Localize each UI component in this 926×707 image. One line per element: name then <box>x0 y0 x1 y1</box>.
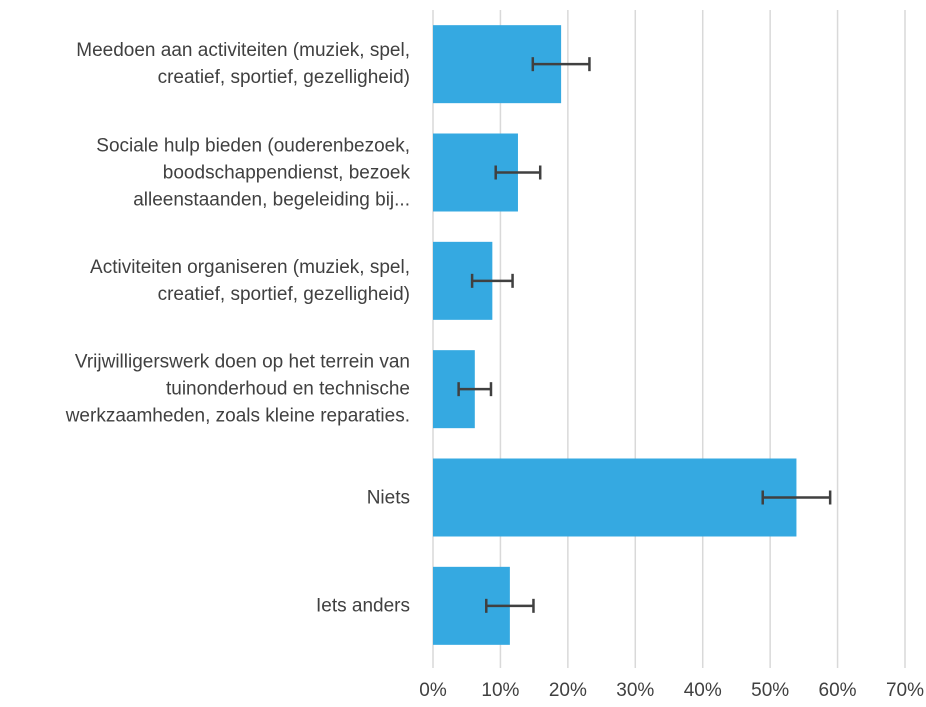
x-tick-label: 20% <box>549 680 587 701</box>
x-tick-label: 60% <box>819 680 857 701</box>
y-tick-label: Sociale hulp bieden (ouderenbezoek, bood… <box>96 135 410 210</box>
y-tick-label: Meedoen aan activiteiten (muziek, spel, … <box>76 40 410 89</box>
y-tick-label: Iets anders <box>316 595 410 617</box>
x-tick-label: 10% <box>481 680 519 701</box>
error-bar <box>457 382 493 397</box>
x-tick-label: 40% <box>684 680 722 701</box>
error-bar <box>485 598 535 613</box>
error-bar <box>494 165 542 180</box>
x-tick-label: 0% <box>419 680 447 701</box>
error-bar <box>531 57 591 72</box>
y-tick-label: Activiteiten organiseren (muziek, spel, … <box>90 256 410 305</box>
y-tick-label: Niets <box>366 487 410 508</box>
x-tick-label: 30% <box>616 680 654 701</box>
bar <box>433 458 797 537</box>
error-bar <box>470 273 514 288</box>
x-tick-label: 50% <box>751 680 789 701</box>
error-bar <box>761 490 832 505</box>
x-tick-label: 70% <box>886 680 924 701</box>
y-tick-label: Vrijwilligerswerk doen op het terrein va… <box>65 351 410 427</box>
